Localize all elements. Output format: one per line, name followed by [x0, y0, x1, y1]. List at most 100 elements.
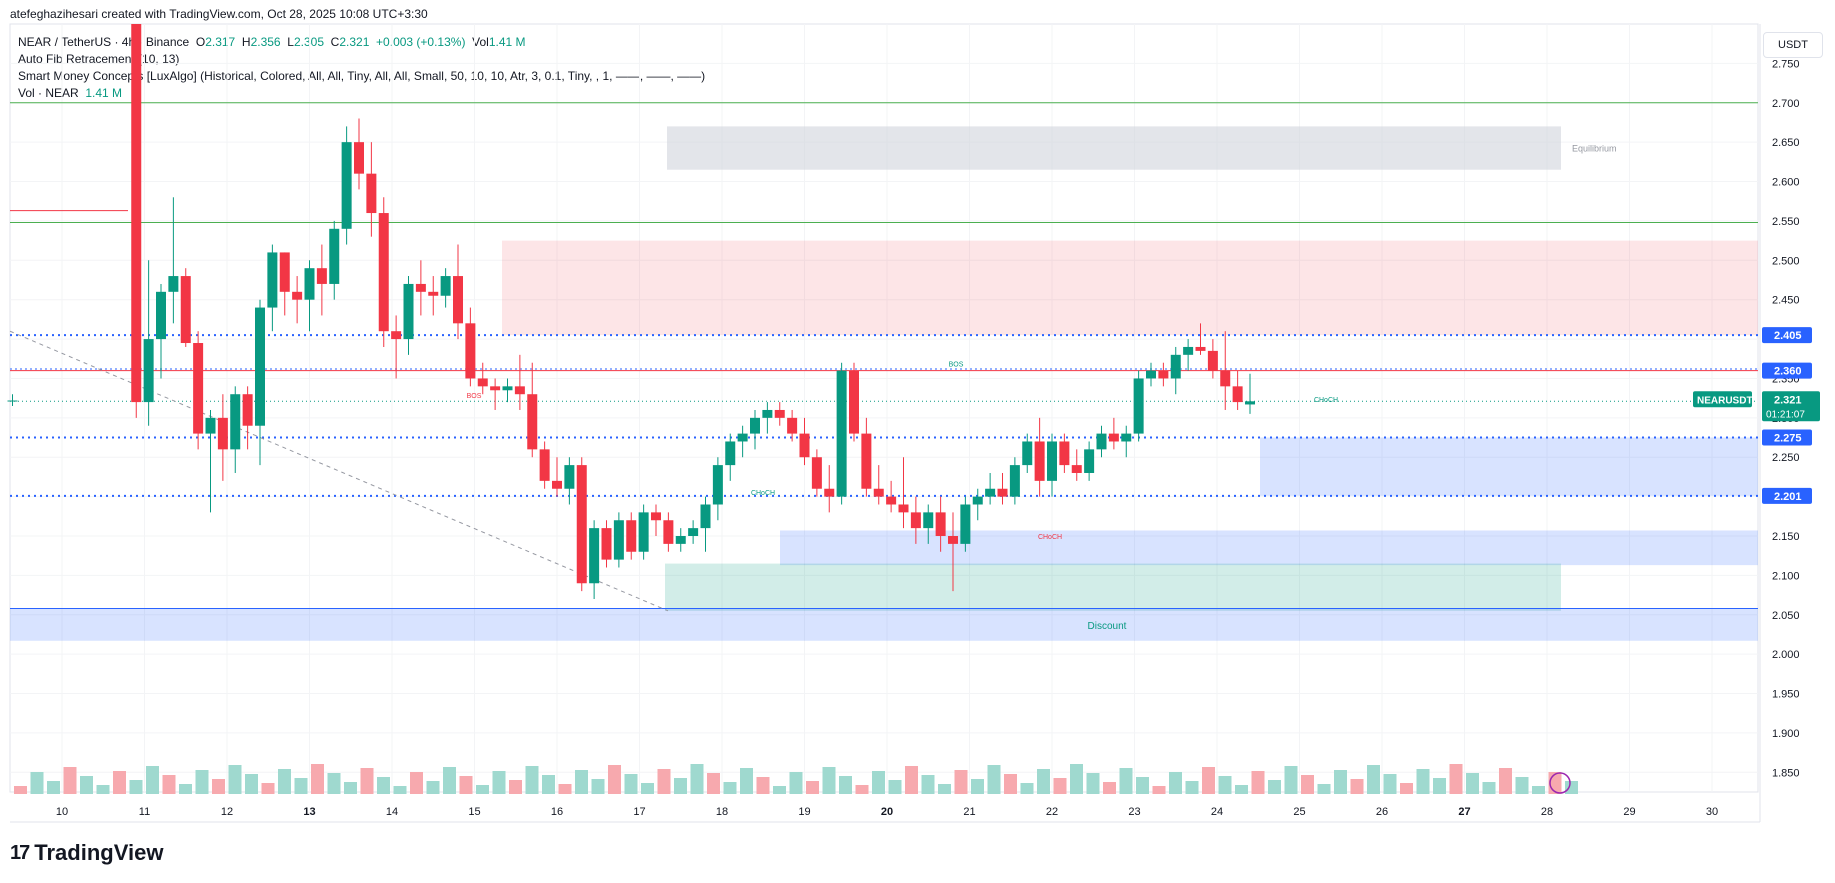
candle-body[interactable]: [490, 386, 501, 391]
candle-body[interactable]: [156, 291, 166, 340]
candle-body[interactable]: [329, 228, 340, 284]
candle-body[interactable]: [799, 433, 810, 458]
candle-body[interactable]: [948, 536, 958, 544]
candle-body[interactable]: [453, 276, 463, 324]
candle-body[interactable]: [811, 457, 822, 489]
candle-body[interactable]: [762, 409, 773, 418]
candle-body[interactable]: [1034, 441, 1045, 481]
candle-body[interactable]: [341, 142, 352, 229]
candle-body[interactable]: [230, 394, 241, 450]
candle-body[interactable]: [824, 488, 835, 497]
candle-body[interactable]: [131, 24, 142, 403]
candle-body[interactable]: [601, 528, 612, 560]
candle-body[interactable]: [403, 283, 414, 340]
candle-body[interactable]: [205, 417, 216, 434]
candle-body[interactable]: [1220, 370, 1231, 387]
volume-bar: [756, 777, 770, 794]
candle-body[interactable]: [675, 536, 686, 544]
candle-body[interactable]: [737, 433, 748, 442]
candle-body[interactable]: [180, 276, 191, 344]
candle-body[interactable]: [255, 307, 265, 426]
candle-body[interactable]: [316, 268, 327, 284]
candle-body[interactable]: [1195, 346, 1206, 351]
candle-body[interactable]: [1207, 350, 1218, 371]
candle-body[interactable]: [1108, 433, 1119, 442]
candle-body[interactable]: [613, 520, 624, 560]
candle-body[interactable]: [985, 488, 996, 497]
candle-body[interactable]: [576, 465, 587, 584]
candle-body[interactable]: [527, 394, 538, 450]
candle-body[interactable]: [725, 441, 736, 466]
candle-body[interactable]: [193, 343, 204, 434]
candle-body[interactable]: [378, 213, 389, 332]
candle-body[interactable]: [1022, 441, 1033, 466]
candle-body[interactable]: [428, 291, 439, 296]
candle-body[interactable]: [898, 504, 909, 513]
candle-body[interactable]: [1047, 441, 1057, 481]
candle-body[interactable]: [688, 528, 699, 536]
candle-body[interactable]: [1133, 378, 1144, 434]
smc-indicator-legend[interactable]: Smart Money Concepts [LuxAlgo] (Historic…: [18, 69, 706, 83]
candle-body[interactable]: [292, 291, 303, 300]
candle-body[interactable]: [552, 480, 562, 489]
candle-body[interactable]: [366, 173, 377, 214]
candle-body[interactable]: [539, 449, 550, 481]
alert-lightning-icon[interactable]: [1549, 772, 1571, 794]
currency-selector[interactable]: USDT: [1763, 32, 1823, 58]
symbol-legend[interactable]: NEAR / TetherUS · 4h · Binance O2.317 H2…: [18, 34, 705, 51]
candle-body[interactable]: [168, 276, 179, 292]
candle-body[interactable]: [502, 386, 513, 391]
candle-body[interactable]: [700, 504, 711, 529]
candle-body[interactable]: [465, 323, 476, 379]
candle-body[interactable]: [935, 512, 946, 536]
candle-body[interactable]: [564, 465, 575, 489]
candle-body[interactable]: [1071, 465, 1082, 473]
candle-body[interactable]: [787, 417, 798, 434]
candle-body[interactable]: [217, 417, 228, 450]
candle-body[interactable]: [440, 276, 451, 296]
volume-indicator-legend[interactable]: Vol · NEAR 1.41 M: [18, 85, 705, 102]
candle-body[interactable]: [1096, 433, 1107, 450]
candle-body[interactable]: [477, 378, 488, 387]
candle-body[interactable]: [626, 520, 637, 552]
candle-body[interactable]: [712, 465, 723, 505]
candle-body[interactable]: [923, 512, 934, 529]
candle-body[interactable]: [1084, 449, 1095, 473]
candle-body[interactable]: [391, 331, 402, 340]
candle-body[interactable]: [1121, 433, 1132, 442]
candle-body[interactable]: [267, 252, 278, 308]
candle-body[interactable]: [1170, 354, 1181, 379]
candle-body[interactable]: [143, 339, 154, 403]
candle-body[interactable]: [415, 283, 426, 292]
candle-body[interactable]: [1009, 465, 1020, 497]
candle-body[interactable]: [886, 496, 897, 505]
candle-body[interactable]: [638, 512, 649, 552]
candle-body[interactable]: [1146, 370, 1156, 379]
candle-body[interactable]: [972, 496, 983, 505]
candle-body[interactable]: [861, 433, 872, 489]
tradingview-logo[interactable]: 17 TradingView: [10, 840, 163, 866]
candle-body[interactable]: [354, 142, 364, 174]
candle-body[interactable]: [304, 268, 315, 300]
candle-body[interactable]: [997, 488, 1008, 497]
candle-body[interactable]: [651, 512, 661, 521]
candle-body[interactable]: [849, 370, 859, 434]
candle-body[interactable]: [242, 394, 253, 426]
candle-body[interactable]: [279, 252, 290, 292]
candle-body[interactable]: [836, 370, 847, 497]
candle-body[interactable]: [1245, 401, 1255, 405]
candle-body[interactable]: [589, 528, 600, 584]
candle-body[interactable]: [1059, 441, 1070, 466]
candle-body[interactable]: [1158, 370, 1169, 379]
candle-body[interactable]: [7, 400, 18, 402]
candle-body[interactable]: [514, 386, 525, 395]
candle-body[interactable]: [873, 488, 884, 497]
candle-body[interactable]: [774, 409, 785, 418]
candle-body[interactable]: [750, 417, 760, 434]
candle-body[interactable]: [663, 520, 674, 544]
candle-body[interactable]: [1232, 386, 1243, 403]
candle-body[interactable]: [960, 504, 971, 544]
candle-body[interactable]: [1183, 346, 1194, 355]
candle-body[interactable]: [910, 512, 921, 529]
